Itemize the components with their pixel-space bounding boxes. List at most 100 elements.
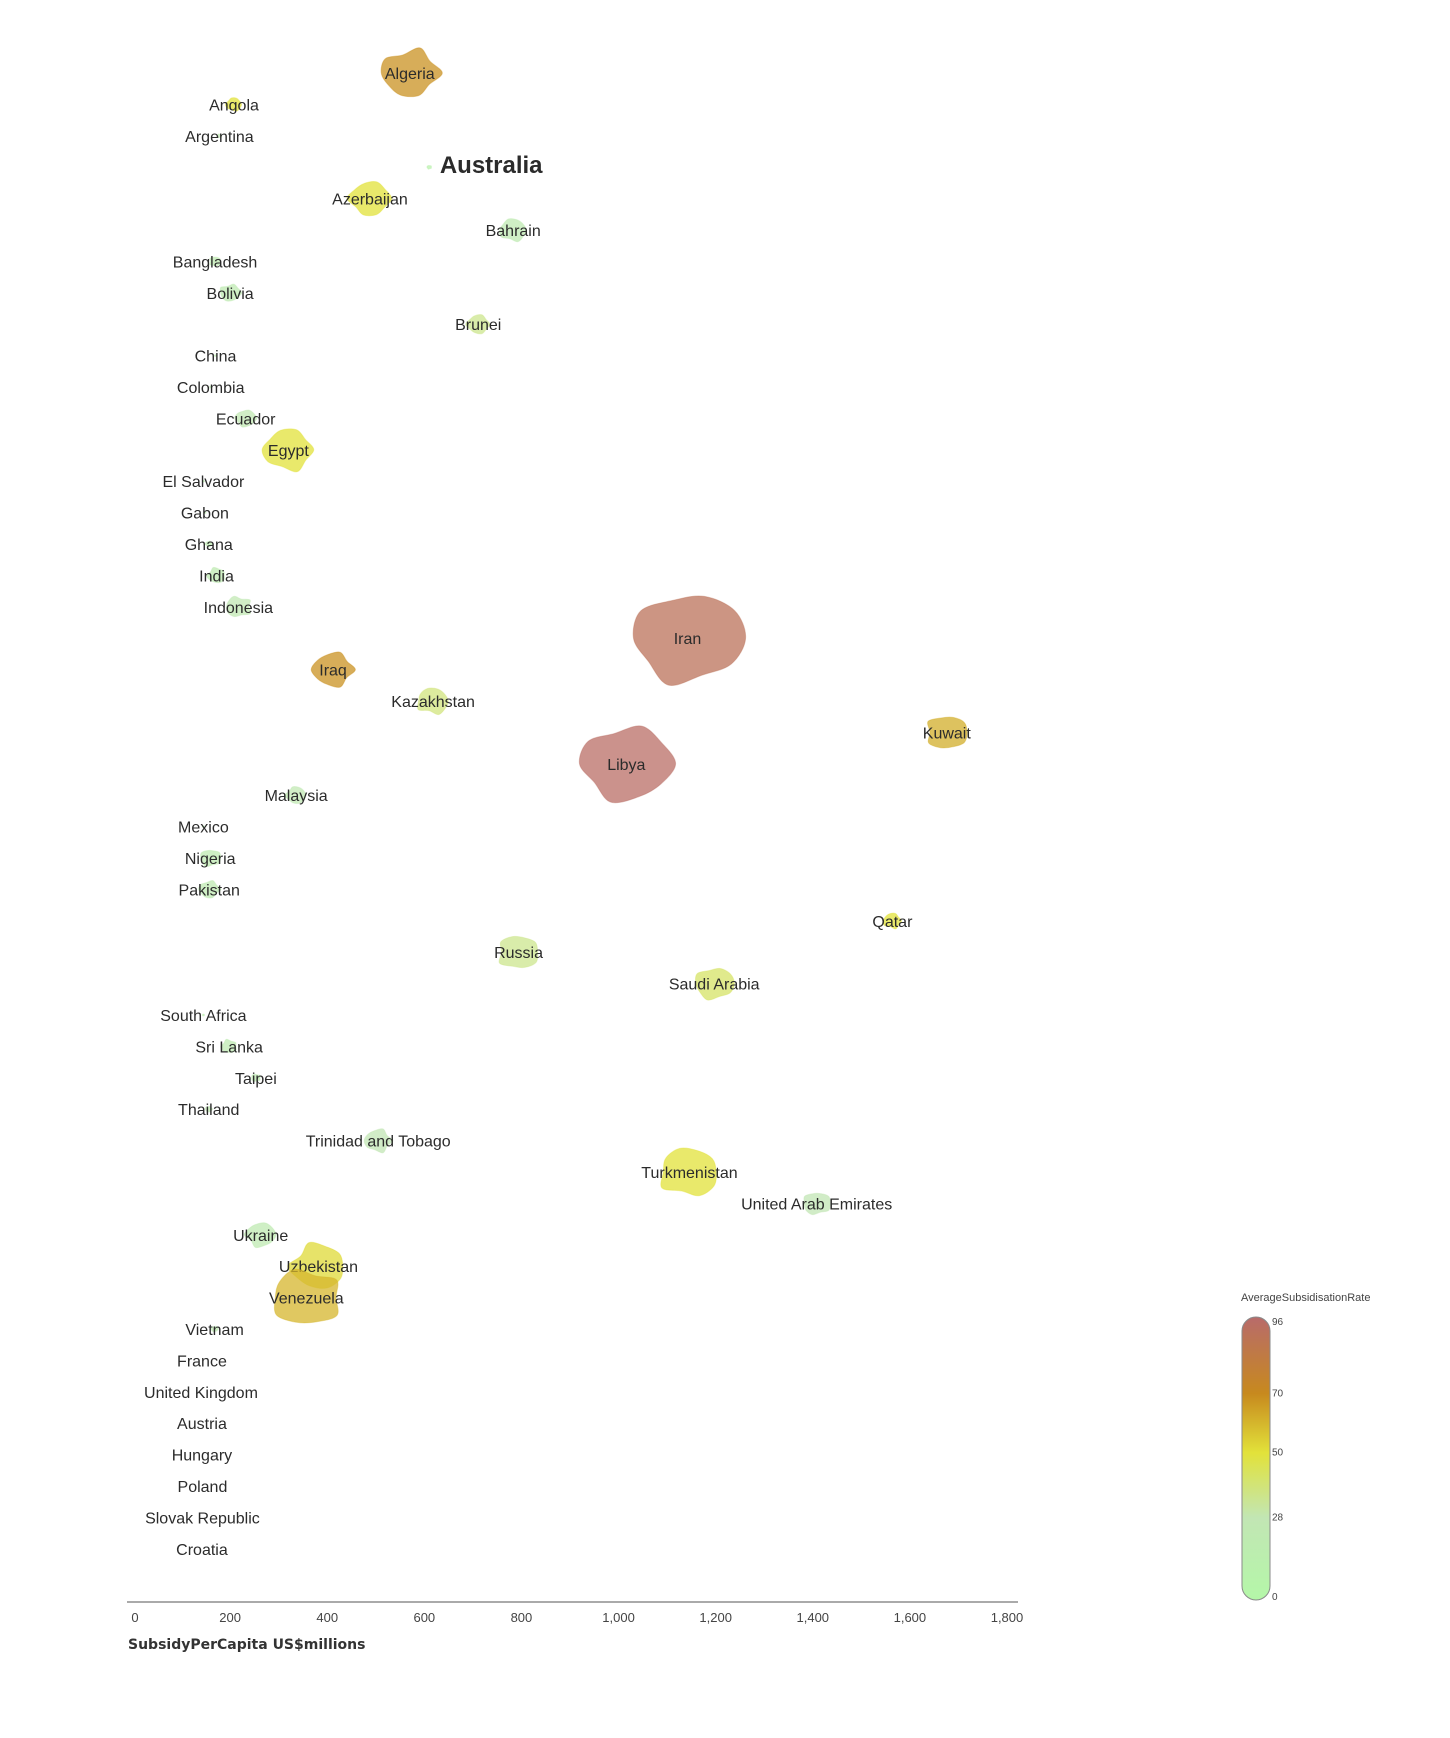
bubble-kazakhstan[interactable] bbox=[416, 687, 449, 716]
bubble-bahrain[interactable] bbox=[499, 218, 527, 243]
bubble-trinidad-and-tobago[interactable] bbox=[363, 1128, 394, 1154]
point-vietnam[interactable]: Vietnam bbox=[185, 1322, 243, 1339]
point-india[interactable]: India bbox=[199, 566, 234, 585]
bubble-thailand[interactable] bbox=[204, 1105, 214, 1113]
bubble-gabon[interactable] bbox=[203, 511, 207, 515]
bubble-iraq[interactable] bbox=[310, 651, 356, 688]
bubble-libya[interactable] bbox=[578, 725, 677, 804]
legend-color-bar bbox=[1241, 1316, 1271, 1601]
point-ghana[interactable]: Ghana bbox=[185, 537, 233, 554]
bubble-mexico[interactable] bbox=[201, 825, 205, 828]
bubble-azerbaijan[interactable] bbox=[346, 181, 393, 217]
label-china: China bbox=[195, 349, 237, 366]
label-iran: Iran bbox=[674, 631, 702, 648]
point-united-arab-emirates[interactable]: United Arab Emirates bbox=[741, 1192, 892, 1216]
point-france[interactable]: France bbox=[177, 1353, 227, 1370]
bubble-argentina[interactable] bbox=[216, 133, 223, 139]
bubble-angola[interactable] bbox=[224, 97, 243, 112]
point-mexico[interactable]: Mexico bbox=[178, 820, 229, 837]
label-venezuela: Venezuela bbox=[269, 1291, 344, 1308]
bubble-pakistan[interactable] bbox=[198, 880, 222, 899]
point-brunei[interactable]: Brunei bbox=[455, 314, 501, 335]
bubble-bolivia[interactable] bbox=[219, 283, 243, 302]
label-saudi-arabia: Saudi Arabia bbox=[669, 977, 760, 994]
point-ukraine[interactable]: Ukraine bbox=[233, 1222, 288, 1249]
point-pakistan[interactable]: Pakistan bbox=[179, 880, 240, 900]
point-slovak-republic[interactable]: Slovak Republic bbox=[145, 1510, 260, 1527]
bubble-bangladesh[interactable] bbox=[209, 256, 222, 267]
point-austria[interactable]: Austria bbox=[177, 1416, 227, 1433]
point-iraq[interactable]: Iraq bbox=[310, 651, 356, 688]
bubble-australia[interactable] bbox=[426, 164, 432, 170]
point-colombia[interactable]: Colombia bbox=[177, 380, 245, 397]
point-el-salvador[interactable]: El Salvador bbox=[162, 474, 244, 491]
point-russia[interactable]: Russia bbox=[494, 935, 543, 969]
point-hungary[interactable]: Hungary bbox=[172, 1448, 232, 1465]
label-egypt: Egypt bbox=[268, 443, 309, 460]
bubble-algeria[interactable] bbox=[380, 47, 443, 98]
bubble-brunei[interactable] bbox=[465, 314, 491, 335]
point-bolivia[interactable]: Bolivia bbox=[207, 283, 254, 303]
point-qatar[interactable]: Qatar bbox=[872, 912, 913, 931]
point-kazakhstan[interactable]: Kazakhstan bbox=[391, 687, 475, 716]
point-gabon[interactable]: Gabon bbox=[181, 506, 229, 523]
bubble-venezuela[interactable] bbox=[273, 1268, 339, 1324]
point-kuwait[interactable]: Kuwait bbox=[923, 716, 972, 749]
point-malaysia[interactable]: Malaysia bbox=[265, 786, 328, 806]
point-azerbaijan[interactable]: Azerbaijan bbox=[332, 181, 408, 217]
bubble-malaysia[interactable] bbox=[283, 786, 307, 805]
x-tick-2: 400 bbox=[316, 1610, 338, 1625]
point-sri-lanka[interactable]: Sri Lanka bbox=[195, 1038, 263, 1056]
label-india: India bbox=[199, 568, 234, 585]
bubble-el-salvador[interactable] bbox=[201, 479, 206, 483]
bubble-india[interactable] bbox=[206, 566, 225, 584]
point-libya[interactable]: Libya bbox=[578, 725, 677, 804]
bubble-saudi-arabia[interactable] bbox=[694, 967, 735, 1001]
bubble-ghana[interactable] bbox=[204, 540, 213, 548]
bubble-indonesia[interactable] bbox=[226, 595, 252, 618]
point-trinidad-and-tobago[interactable]: Trinidad and Tobago bbox=[306, 1128, 451, 1154]
point-poland[interactable]: Poland bbox=[178, 1479, 228, 1496]
bubble-turkmenistan[interactable] bbox=[660, 1147, 717, 1197]
bubble-china[interactable] bbox=[213, 354, 218, 357]
point-venezuela[interactable]: Venezuela bbox=[269, 1268, 344, 1324]
label-bahrain: Bahrain bbox=[486, 223, 541, 240]
point-taipei[interactable]: Taipei bbox=[235, 1071, 277, 1088]
point-algeria[interactable]: Algeria bbox=[380, 47, 443, 98]
point-iran[interactable]: Iran bbox=[632, 595, 747, 686]
point-croatia[interactable]: Croatia bbox=[176, 1542, 228, 1559]
bubble-colombia[interactable] bbox=[209, 385, 213, 389]
bubble-iran[interactable] bbox=[632, 595, 747, 686]
point-bangladesh[interactable]: Bangladesh bbox=[173, 254, 258, 271]
point-ecuador[interactable]: Ecuador bbox=[216, 409, 276, 428]
point-thailand[interactable]: Thailand bbox=[178, 1102, 239, 1119]
point-australia[interactable]: Australia bbox=[426, 152, 543, 179]
bubble-russia[interactable] bbox=[498, 935, 539, 969]
point-south-africa[interactable]: South Africa bbox=[160, 1008, 246, 1025]
bubble-ukraine[interactable] bbox=[243, 1222, 277, 1249]
bubble-nigeria[interactable] bbox=[200, 849, 221, 868]
point-bahrain[interactable]: Bahrain bbox=[486, 218, 541, 243]
point-angola[interactable]: Angola bbox=[209, 97, 259, 114]
legend-tick-2: 50 bbox=[1272, 1448, 1284, 1459]
x-tick-7: 1,400 bbox=[797, 1610, 830, 1625]
bubble-sri-lanka[interactable] bbox=[220, 1038, 237, 1054]
bubble-taipei[interactable] bbox=[251, 1073, 261, 1082]
point-china[interactable]: China bbox=[195, 349, 237, 366]
point-indonesia[interactable]: Indonesia bbox=[204, 595, 273, 618]
point-saudi-arabia[interactable]: Saudi Arabia bbox=[669, 967, 760, 1001]
bubble-south-africa[interactable] bbox=[201, 1013, 206, 1017]
point-united-kingdom[interactable]: United Kingdom bbox=[144, 1385, 258, 1402]
point-argentina[interactable]: Argentina bbox=[185, 129, 254, 146]
point-egypt[interactable]: Egypt bbox=[261, 428, 315, 473]
bubble-vietnam[interactable] bbox=[210, 1325, 219, 1333]
bubble-ecuador[interactable] bbox=[234, 409, 258, 428]
bubble-qatar[interactable] bbox=[882, 912, 902, 930]
bubble-united-arab-emirates[interactable] bbox=[803, 1192, 831, 1216]
bubble-kuwait[interactable] bbox=[927, 716, 968, 749]
label-pakistan: Pakistan bbox=[179, 882, 240, 899]
label-ghana: Ghana bbox=[185, 537, 233, 554]
point-nigeria[interactable]: Nigeria bbox=[185, 849, 236, 868]
point-turkmenistan[interactable]: Turkmenistan bbox=[641, 1147, 738, 1197]
bubble-egypt[interactable] bbox=[261, 428, 315, 473]
